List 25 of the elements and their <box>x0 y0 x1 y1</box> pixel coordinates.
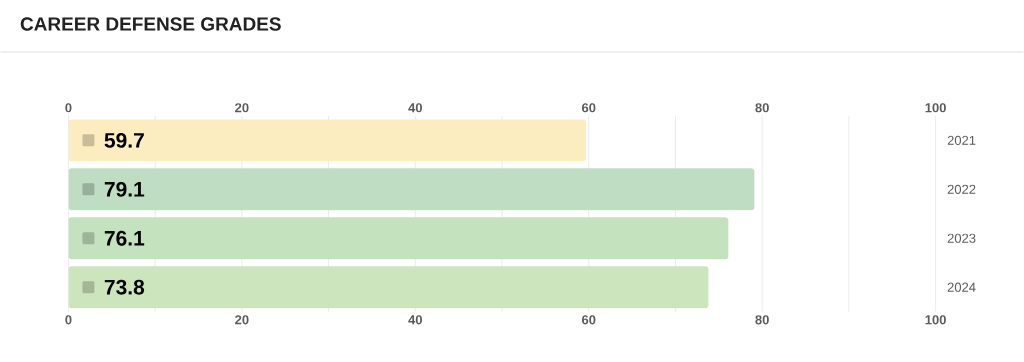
data-label: 76.1 <box>104 231 145 246</box>
x-tick-label: 40 <box>408 103 422 113</box>
x2-tick-label: 80 <box>755 315 769 325</box>
y-tick-label: 2022 <box>947 184 976 195</box>
data-label: 79.1 <box>104 182 145 197</box>
x2-tick-label: 0 <box>65 315 72 325</box>
bar <box>68 217 729 260</box>
y-tick-label: 2021 <box>947 135 976 146</box>
chart-title: CAREER DEFENSE GRADES <box>20 17 281 31</box>
x2-tick-label: 100 <box>925 315 946 325</box>
x2-tick-label: 20 <box>235 315 249 325</box>
x-tick-label: 0 <box>65 103 72 113</box>
x-tick-label: 20 <box>235 103 249 113</box>
data-label: 73.8 <box>104 279 145 295</box>
y-tick-label: 2024 <box>947 282 976 292</box>
y-tick-label: 2023 <box>947 233 976 244</box>
x2-tick-label: 40 <box>408 315 422 325</box>
x-tick-label: 80 <box>755 103 769 113</box>
x-tick-label: 100 <box>925 103 946 113</box>
x2-tick-label: 60 <box>581 315 596 325</box>
bar <box>68 119 587 162</box>
bar <box>68 266 709 309</box>
bar <box>68 168 755 211</box>
x-tick-label: 60 <box>581 103 596 113</box>
data-label: 59.7 <box>104 133 144 148</box>
